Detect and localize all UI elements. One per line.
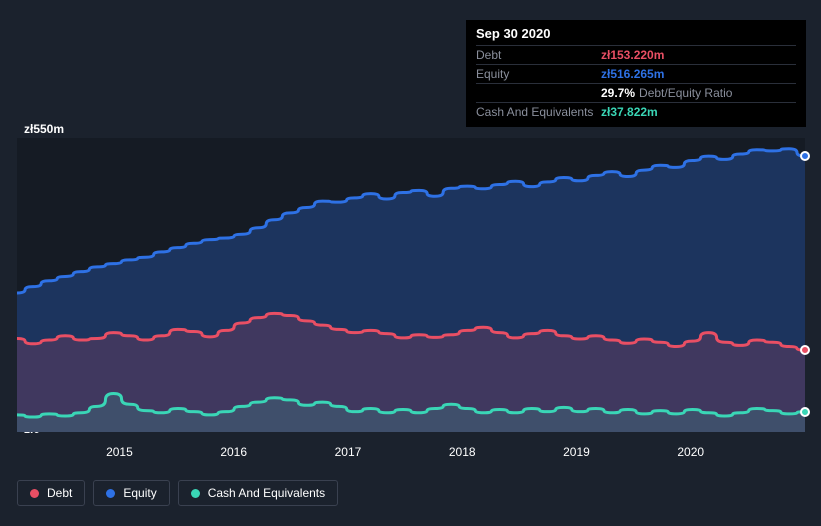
tooltip-row-label: Debt	[476, 48, 601, 62]
series-marker-dot	[800, 345, 810, 355]
legend-label: Equity	[123, 486, 156, 500]
legend-item[interactable]: Cash And Equivalents	[178, 480, 338, 506]
tooltip-row-label: Equity	[476, 67, 601, 81]
chart-legend: Debt Equity Cash And Equivalents	[17, 480, 338, 506]
tooltip-row: Equityzł516.265m	[476, 64, 796, 83]
tooltip-row: 29.7%Debt/Equity Ratio	[476, 83, 796, 102]
x-axis-tick: 2016	[220, 445, 247, 459]
area-chart-svg	[17, 138, 805, 432]
x-axis-tick: 2015	[106, 445, 133, 459]
tooltip-row-value: zł153.220m	[601, 48, 664, 62]
x-axis: 2015 2016 2017 2018 2019 2020	[17, 445, 805, 465]
tooltip-row-value: zł516.265m	[601, 67, 664, 81]
tooltip-date: Sep 30 2020	[476, 26, 796, 45]
tooltip-panel: Sep 30 2020 Debtzł153.220mEquityzł516.26…	[466, 20, 806, 127]
x-axis-tick: 2020	[677, 445, 704, 459]
legend-label: Cash And Equivalents	[208, 486, 325, 500]
x-axis-tick: 2017	[335, 445, 362, 459]
series-marker-dot	[800, 407, 810, 417]
tooltip-row: Debtzł153.220m	[476, 45, 796, 64]
x-axis-tick: 2018	[449, 445, 476, 459]
legend-item[interactable]: Equity	[93, 480, 169, 506]
legend-swatch-icon	[191, 489, 200, 498]
tooltip-row-suffix: Debt/Equity Ratio	[639, 86, 732, 100]
legend-swatch-icon	[30, 489, 39, 498]
series-marker-dot	[800, 151, 810, 161]
legend-item[interactable]: Debt	[17, 480, 85, 506]
tooltip-row: Cash And Equivalentszł37.822m	[476, 102, 796, 121]
legend-label: Debt	[47, 486, 72, 500]
x-axis-tick: 2019	[563, 445, 590, 459]
tooltip-row-value: zł37.822m	[601, 105, 658, 119]
tooltip-row-label	[476, 86, 601, 100]
y-axis-max-label: zł550m	[24, 122, 64, 136]
chart-plot-area[interactable]	[17, 138, 805, 432]
legend-swatch-icon	[106, 489, 115, 498]
tooltip-row-value: 29.7%Debt/Equity Ratio	[601, 86, 732, 100]
tooltip-row-label: Cash And Equivalents	[476, 105, 601, 119]
